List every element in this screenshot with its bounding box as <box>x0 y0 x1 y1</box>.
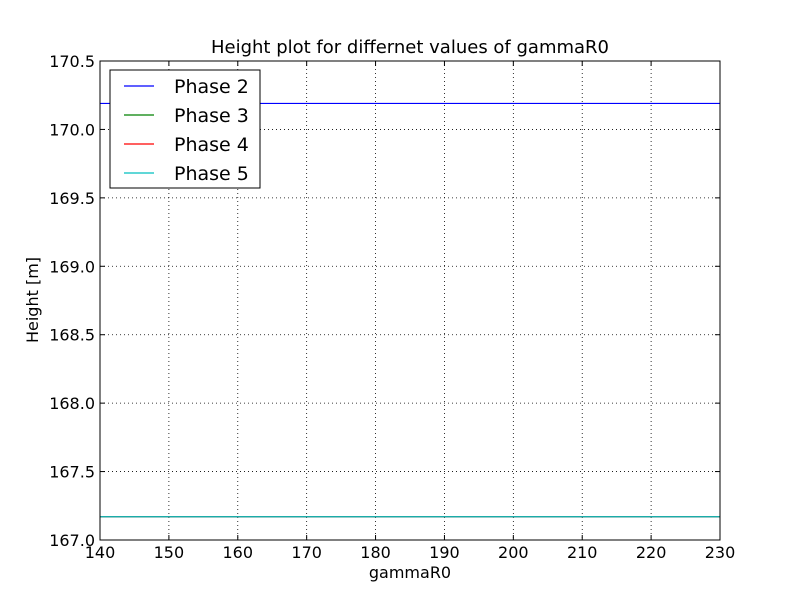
x-tick-label: 200 <box>498 543 529 562</box>
x-tick-label: 230 <box>705 543 736 562</box>
x-tick-label: 160 <box>223 543 254 562</box>
y-axis-label: Height [m] <box>23 257 42 343</box>
x-tick-label: 150 <box>154 543 185 562</box>
x-tick-label: 210 <box>567 543 598 562</box>
legend-box <box>109 69 261 189</box>
x-tick-label: 190 <box>429 543 460 562</box>
y-tick-label: 167.0 <box>49 531 95 550</box>
x-tick-label: 180 <box>360 543 391 562</box>
legend-label-phase-4: Phase 4 <box>174 134 249 156</box>
legend-label-phase-5: Phase 5 <box>174 163 249 185</box>
legend-label-phase-3: Phase 3 <box>174 105 249 127</box>
legend: Phase 2 Phase 3 Phase 4 Phase 5 <box>109 69 261 189</box>
plot-frame <box>99 60 721 541</box>
axis-ticks: 140 150 160 170 180 190 200 210 220 230 167.0 167.5… <box>49 52 735 562</box>
y-tick-label: 168.5 <box>49 326 95 345</box>
x-tick-label: 220 <box>636 543 667 562</box>
x-tick-label: 140 <box>85 543 116 562</box>
x-tick-label: 170 <box>291 543 322 562</box>
y-tick-label: 167.5 <box>49 463 95 482</box>
y-tick-label: 169.0 <box>49 257 95 276</box>
chart-title: Height plot for differnet values of gamm… <box>211 37 609 58</box>
x-axis-label: gammaR0 <box>369 563 451 582</box>
y-tick-label: 168.0 <box>49 394 95 413</box>
y-tick-label: 170.0 <box>49 120 95 139</box>
grid <box>100 61 720 540</box>
y-tick-label: 169.5 <box>49 189 95 208</box>
y-tick-label: 170.5 <box>49 52 95 71</box>
legend-label-phase-2: Phase 2 <box>174 76 249 98</box>
